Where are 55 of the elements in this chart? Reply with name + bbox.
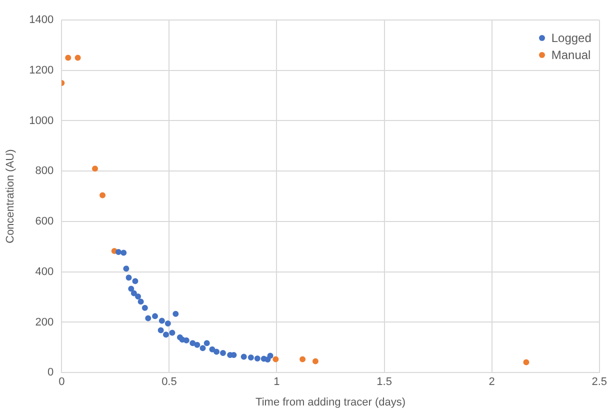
point [240,354,247,360]
point [169,330,176,336]
point [158,318,165,324]
point [130,290,137,296]
point [152,313,158,320]
point [267,352,274,359]
x-tick-label: 2.5 [592,376,608,388]
legend-label: Manual [551,48,591,62]
point [65,54,72,61]
y-tick-label: 800 [35,165,54,178]
point [164,320,171,326]
point [132,278,138,284]
point [254,355,260,362]
x-axis-title: Time from adding tracer (days) [256,396,406,408]
y-tick-label: 200 [35,316,54,328]
point [138,298,144,305]
y-tick-label: 0 [48,366,54,379]
point [123,266,130,272]
point [158,327,164,334]
y-tick-label: 1000 [29,114,54,127]
point [204,340,210,346]
point [312,358,318,364]
legend-label: Logged [551,31,592,45]
point [92,166,98,172]
point [272,356,279,362]
x-tick-label: 2 [488,376,495,388]
point [190,340,196,346]
y-axis-title: Concentration (AU) [4,149,17,244]
point [100,192,106,198]
point [523,359,530,366]
point [248,354,254,360]
point [209,346,216,352]
point [145,315,152,322]
point [128,286,134,292]
point [120,250,127,256]
point [172,310,179,317]
x-tick-label: 1.5 [376,376,392,388]
x-tick-label: 1 [274,376,280,388]
point [220,350,226,356]
point [74,54,81,61]
point [162,332,169,338]
point [214,348,220,355]
point [135,294,142,300]
x-tick-label: 0.5 [162,376,177,388]
y-tick-label: 600 [35,216,54,228]
point [194,342,200,348]
point [300,356,306,362]
y-tick-label: 1200 [29,64,54,76]
y-tick-label: 1400 [29,14,54,26]
point [200,345,206,352]
point [115,248,122,255]
x-tick-label: 0 [58,376,65,388]
point [126,274,132,281]
y-tick-label: 400 [35,266,54,278]
point [142,304,148,311]
